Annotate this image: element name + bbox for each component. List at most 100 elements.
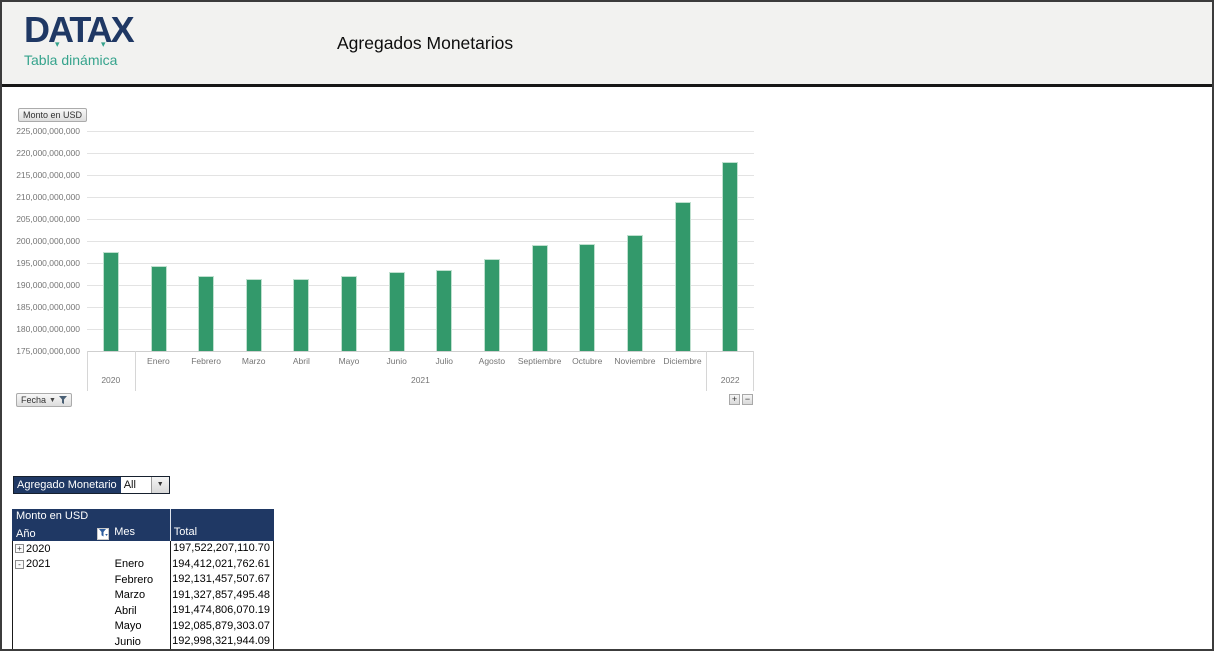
- bar-Febrero[interactable]: [198, 275, 215, 351]
- report-filter: Agregado Monetario All ▼: [13, 476, 170, 494]
- pivot-column-header-year: Año: [13, 525, 113, 541]
- collapse-field-button[interactable]: −: [742, 394, 753, 405]
- bar-Octubre[interactable]: [579, 244, 596, 351]
- axis-group-separator: [87, 351, 88, 391]
- month-cell: Abril: [114, 604, 137, 617]
- y-axis-tick-label: 185,000,000,000: [16, 302, 80, 312]
- pivot-table-body: +2020 197,522,207,110.70 -2021 Enero 194,412…: [12, 541, 274, 649]
- total-cell: 191,327,857,495.48: [170, 587, 274, 603]
- bar-Septiembre[interactable]: [531, 245, 548, 351]
- bar-Marzo[interactable]: [245, 279, 262, 351]
- gridline: [87, 285, 754, 286]
- bar-Abril[interactable]: [293, 278, 310, 351]
- total-cell: 197,522,207,110.70: [170, 541, 274, 557]
- pivot-year-cell: [13, 575, 113, 584]
- gridline: [87, 351, 754, 352]
- pivot-table-row: Abril 191,474,806,070.19: [13, 603, 274, 619]
- pivot-table-row: Mayo 192,085,879,303.07: [13, 618, 274, 634]
- pivot-column-header-month: Mes: [112, 525, 170, 541]
- report-filter-dropdown-button[interactable]: ▼: [150, 477, 169, 493]
- gridline: [87, 263, 754, 264]
- y-axis-tick-label: 180,000,000,000: [16, 324, 80, 334]
- x-axis-month-label: Septiembre: [517, 356, 562, 366]
- pivot-table-row: Junio 192,998,321,944.09: [13, 634, 274, 649]
- pivot-year-cell: +2020: [13, 543, 113, 555]
- bar-2020[interactable]: [102, 251, 119, 351]
- year-value: 2020: [26, 542, 51, 555]
- bar-Agosto[interactable]: [484, 258, 500, 351]
- y-axis-tick-label: 175,000,000,000: [16, 346, 80, 356]
- autofilter-button[interactable]: [97, 527, 110, 540]
- gridline: [87, 241, 754, 242]
- logo-accent-icon: ▾: [55, 39, 60, 49]
- year-column-label: Año: [16, 527, 36, 540]
- x-axis-month-label: Enero: [147, 356, 170, 366]
- bar-Enero[interactable]: [150, 265, 167, 351]
- value-field-label: Monto en USD: [23, 110, 83, 120]
- pivot-title-cell: Monto en USD: [13, 509, 170, 525]
- x-axis-month-label: Agosto: [478, 356, 506, 366]
- chevron-down-icon: ▼: [49, 396, 56, 404]
- page-title: Agregados Monetarios: [337, 33, 514, 53]
- pivot-year-cell: [13, 622, 113, 631]
- y-axis-tick-label: 220,000,000,000: [16, 148, 80, 158]
- pivot-year-cell: -2021: [13, 558, 113, 570]
- y-axis-tick-label: 215,000,000,000: [16, 170, 80, 180]
- pivot-table: Monto en USD Año Mes Total +2020 197,522,…: [12, 509, 274, 649]
- x-axis-year-label: 2020: [101, 375, 121, 385]
- pivot-year-cell: [13, 606, 113, 615]
- logo-subtitle: Tabla dinámica: [24, 52, 118, 68]
- bar-2022[interactable]: [722, 161, 739, 351]
- pivot-year-cell: [13, 637, 113, 646]
- month-cell: Junio: [114, 635, 141, 648]
- bar-Diciembre[interactable]: [674, 201, 691, 351]
- axis-field-label: Fecha: [21, 395, 47, 405]
- bar-Julio[interactable]: [436, 270, 453, 351]
- y-axis-tick-label: 190,000,000,000: [16, 280, 80, 290]
- expand-field-button[interactable]: +: [729, 394, 740, 405]
- chart-drill-buttons: + −: [729, 394, 753, 405]
- y-axis-tick-label: 205,000,000,000: [16, 214, 80, 224]
- x-axis-month-label: Abril: [292, 356, 310, 366]
- x-axis-month-label: Febrero: [191, 356, 221, 366]
- y-axis-tick-label: 200,000,000,000: [16, 236, 80, 246]
- gridline: [87, 153, 754, 154]
- pivot-year-cell: [13, 591, 113, 600]
- pivot-table-row: Febrero 192,131,457,507.67: [13, 572, 274, 588]
- logo: DATAX ▾ ▾ Tabla dinámica: [24, 9, 135, 69]
- x-axis-month-label: Marzo: [241, 356, 266, 366]
- total-cell: 192,998,321,944.09: [170, 634, 274, 649]
- chart-value-field-button[interactable]: Monto en USD: [18, 108, 88, 122]
- x-axis-month-label: Noviembre: [614, 356, 656, 366]
- x-axis-month-label: Mayo: [338, 356, 360, 366]
- y-axis-tick-label: 210,000,000,000: [16, 192, 80, 202]
- pivot-column-header-total: Total: [169, 525, 273, 541]
- month-cell: Enero: [114, 558, 144, 571]
- collapse-icon[interactable]: -: [15, 559, 24, 569]
- pivot-table-row: -2021 Enero 194,412,021,762.61: [13, 556, 274, 572]
- logo-text: DATAX: [24, 9, 135, 50]
- x-axis-month-label: Junio: [386, 356, 407, 366]
- gridline: [87, 175, 754, 176]
- bar-Noviembre[interactable]: [626, 235, 643, 351]
- pivot-header-spacer-cell: [169, 509, 273, 525]
- chart-axis-field-button[interactable]: Fecha ▼: [16, 393, 72, 407]
- x-axis-year-label: 2022: [720, 375, 740, 385]
- bar-Mayo[interactable]: [341, 275, 357, 351]
- report-filter-value[interactable]: All: [120, 477, 151, 493]
- month-cell: Febrero: [114, 573, 154, 586]
- pivot-table-row: +2020 197,522,207,110.70: [13, 541, 274, 557]
- pivot-table-header: Monto en USD Año Mes Total: [12, 509, 274, 541]
- expand-icon[interactable]: +: [15, 544, 24, 554]
- header-bar: DATAX ▾ ▾ Tabla dinámica Agregados Monet…: [2, 2, 1212, 87]
- total-cell: 194,412,021,762.61: [170, 556, 274, 572]
- total-cell: 192,131,457,507.67: [170, 572, 274, 588]
- x-axis: 2020 Enero Febrero Marzo Abril Mayo Junio Julio…: [87, 351, 754, 393]
- gridline: [87, 219, 754, 220]
- x-axis-month-label: Diciembre: [663, 356, 702, 366]
- report-filter-label: Agregado Monetario: [14, 477, 121, 493]
- axis-group-separator: [753, 351, 754, 391]
- bar-Junio[interactable]: [388, 271, 405, 351]
- x-axis-year-label: 2021: [410, 375, 430, 385]
